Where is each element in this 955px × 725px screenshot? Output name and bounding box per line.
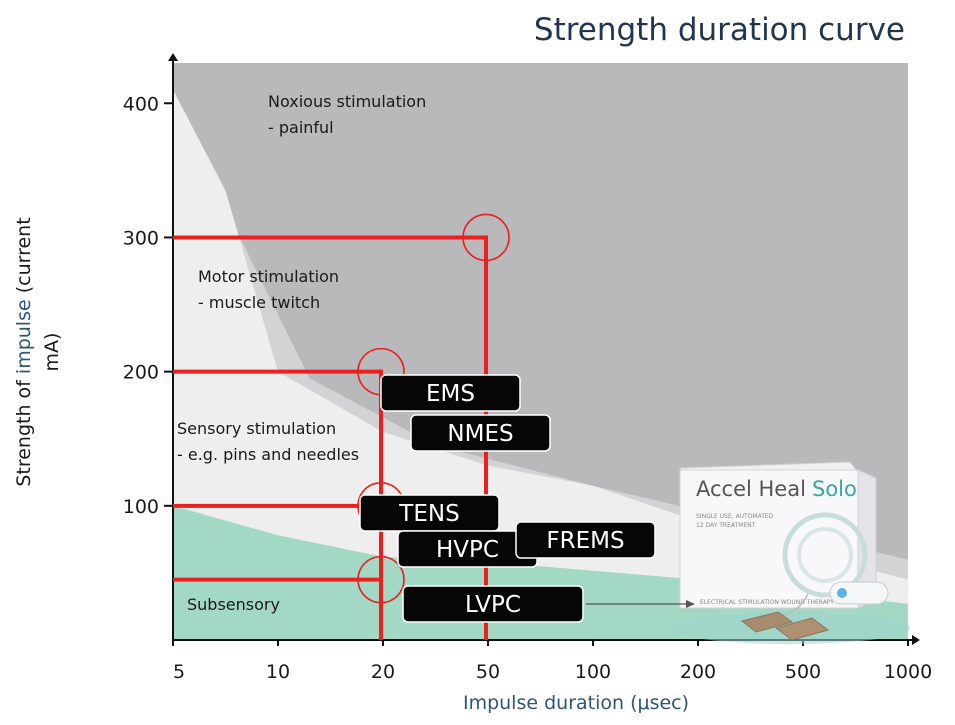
- tens-label: TENS: [398, 501, 459, 527]
- x-tick-label: 100: [575, 661, 611, 683]
- lvpc-arrow-head-icon: [686, 600, 695, 608]
- hvpc-label: HVPC: [436, 537, 499, 563]
- product-device-light: [837, 588, 847, 598]
- y-tick-label: 100: [123, 496, 159, 518]
- sensory-region: [173, 89, 908, 641]
- region-sublabel: - painful: [268, 118, 334, 137]
- chart-title: Strength duration curve: [534, 12, 905, 48]
- product-model: Solo: [812, 477, 857, 501]
- region-label: Subsensory: [187, 595, 280, 614]
- x-tick-label: 500: [785, 661, 821, 683]
- product-device: [829, 581, 889, 605]
- frems-label: FREMS: [546, 528, 624, 554]
- y-tick-label: 200: [123, 362, 159, 384]
- nmes-label: NMES: [447, 421, 513, 447]
- lvpc-label: LVPC: [465, 592, 521, 618]
- x-axis-title: Impulse duration (μsec): [463, 692, 689, 714]
- x-tick-label: 1000: [884, 661, 932, 683]
- y-axis-title: Strength of impulse (current mA): [13, 217, 63, 486]
- region-sublabel: - e.g. pins and needles: [177, 445, 359, 464]
- x-tick-label: 200: [680, 661, 716, 683]
- product-line: 12 DAY TREATMENT: [696, 522, 756, 529]
- electrode-pad: [774, 617, 830, 641]
- x-axis-arrow-icon: [912, 635, 920, 645]
- y-tick-label: 400: [123, 93, 159, 115]
- ems-label-box: [380, 374, 521, 412]
- product-line: ELECTRICAL STIMULATION WOUND THERAPY: [700, 599, 834, 606]
- nmes-label-box: [410, 414, 551, 452]
- x-tick-label: 50: [476, 661, 500, 683]
- x-tick-label: 20: [371, 661, 395, 683]
- x-tick-label: 5: [173, 661, 185, 683]
- y-axis-title-part: Strength of: [13, 374, 35, 487]
- y-axis-title-part: impulse: [13, 299, 35, 374]
- region-label: Noxious stimulation: [268, 92, 426, 111]
- x-tick-label: 10: [266, 661, 290, 683]
- product-logo-ring: [782, 512, 868, 598]
- product-logo-ring: [797, 527, 853, 583]
- y-axis-arrow-icon: [168, 53, 178, 61]
- y-axis-title-line2: mA): [41, 333, 63, 372]
- y-tick-label: 300: [123, 227, 159, 249]
- frems-label-box: [515, 521, 656, 559]
- product-brand: Accel Heal: [696, 477, 806, 501]
- region-label: Sensory stimulation: [177, 419, 336, 438]
- electrode-pad: [740, 611, 794, 633]
- ems-label: EMS: [426, 381, 475, 407]
- y-axis-title-part: (current: [13, 217, 35, 299]
- y-axis-title-line1: Strength of impulse (current: [13, 217, 35, 486]
- lvpc-label-box: [402, 585, 584, 623]
- product-line: SINGLE USE, AUTOMATED: [696, 513, 774, 520]
- region-label: Motor stimulation: [198, 267, 339, 286]
- region-sublabel: - muscle twitch: [198, 293, 320, 312]
